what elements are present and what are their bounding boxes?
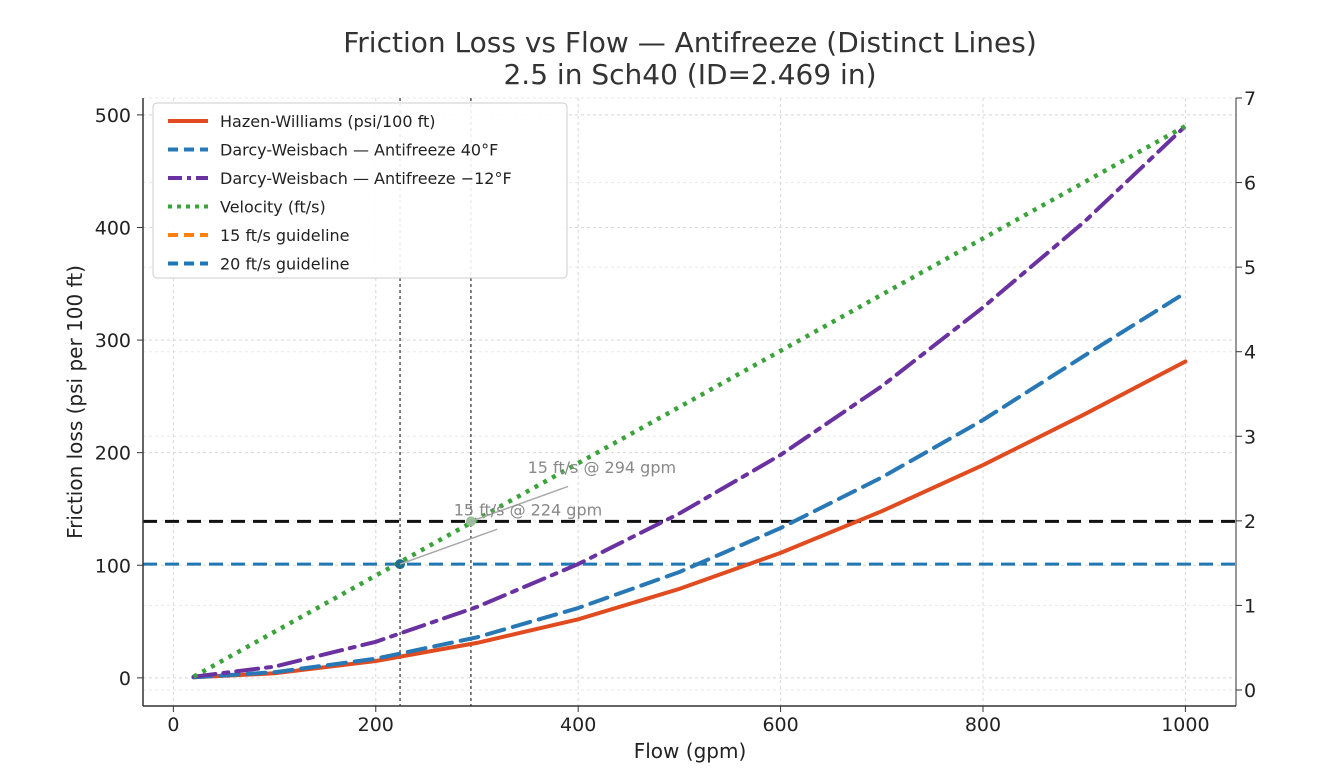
legend-label: 20 ft/s guideline [220, 255, 350, 274]
legend-label: 15 ft/s guideline [220, 226, 350, 245]
x-ticks: 0 200 400 600 800 1000 [167, 706, 1210, 736]
chart-title-line2: 2.5 in Sch40 (ID=2.469 in) [503, 58, 876, 91]
right-tick-label: 0 [1244, 680, 1256, 702]
x-tick-label: 200 [358, 714, 394, 736]
x-tick-label: 600 [762, 714, 798, 736]
right-axis-ticks: 0 1 2 3 4 5 6 7 [1235, 88, 1256, 706]
legend: Hazen-Williams (psi/100 ft) Darcy-Weisbac… [152, 102, 568, 279]
y-tick-label: 0 [119, 668, 131, 690]
series-line [191, 290, 1188, 680]
right-tick-label: 5 [1244, 257, 1256, 279]
series-line [191, 359, 1188, 680]
right-tick-label: 1 [1244, 595, 1256, 617]
series-lines [191, 124, 1188, 680]
y-ticks: 0 100 200 300 400 500 [95, 105, 143, 690]
right-tick-label: 7 [1244, 88, 1256, 110]
reference-lines [143, 98, 1236, 706]
annotations: 15 ft/s @ 294 gpm 15 ft/s @ 224 gpm [399, 458, 677, 565]
annotation-label: 15 ft/s @ 224 gpm [454, 501, 603, 520]
legend-label: Hazen-Williams (psi/100 ft) [220, 112, 435, 131]
x-tick-label: 0 [167, 714, 179, 736]
y-tick-label: 100 [95, 555, 131, 577]
right-tick-label: 6 [1244, 173, 1256, 195]
legend-box [152, 102, 568, 279]
annotation-label: 15 ft/s @ 294 gpm [528, 458, 677, 477]
y-tick-label: 300 [95, 330, 131, 352]
y-axis-label: Friction loss (psi per 100 ft) [63, 265, 87, 539]
chart-title-line1: Friction Loss vs Flow — Antifreeze (Dist… [343, 26, 1037, 59]
annotation-arrow [470, 485, 569, 523]
y-tick-label: 400 [95, 217, 131, 239]
legend-label: Darcy-Weisbach — Antifreeze 40°F [220, 141, 498, 160]
x-axis-label: Flow (gpm) [634, 739, 747, 763]
x-tick-label: 400 [560, 714, 596, 736]
series-line [191, 124, 1188, 679]
right-tick-label: 3 [1244, 426, 1256, 448]
legend-label: Darcy-Weisbach — Antifreeze −12°F [220, 169, 512, 188]
x-tick-label: 800 [965, 714, 1001, 736]
x-tick-label: 1000 [1161, 714, 1209, 736]
annotation-arrow [399, 528, 498, 565]
y-tick-label: 200 [95, 443, 131, 465]
y-tick-label: 500 [95, 105, 131, 127]
legend-label: Velocity (ft/s) [220, 198, 326, 217]
right-tick-label: 2 [1244, 511, 1256, 533]
right-tick-label: 4 [1244, 342, 1256, 364]
